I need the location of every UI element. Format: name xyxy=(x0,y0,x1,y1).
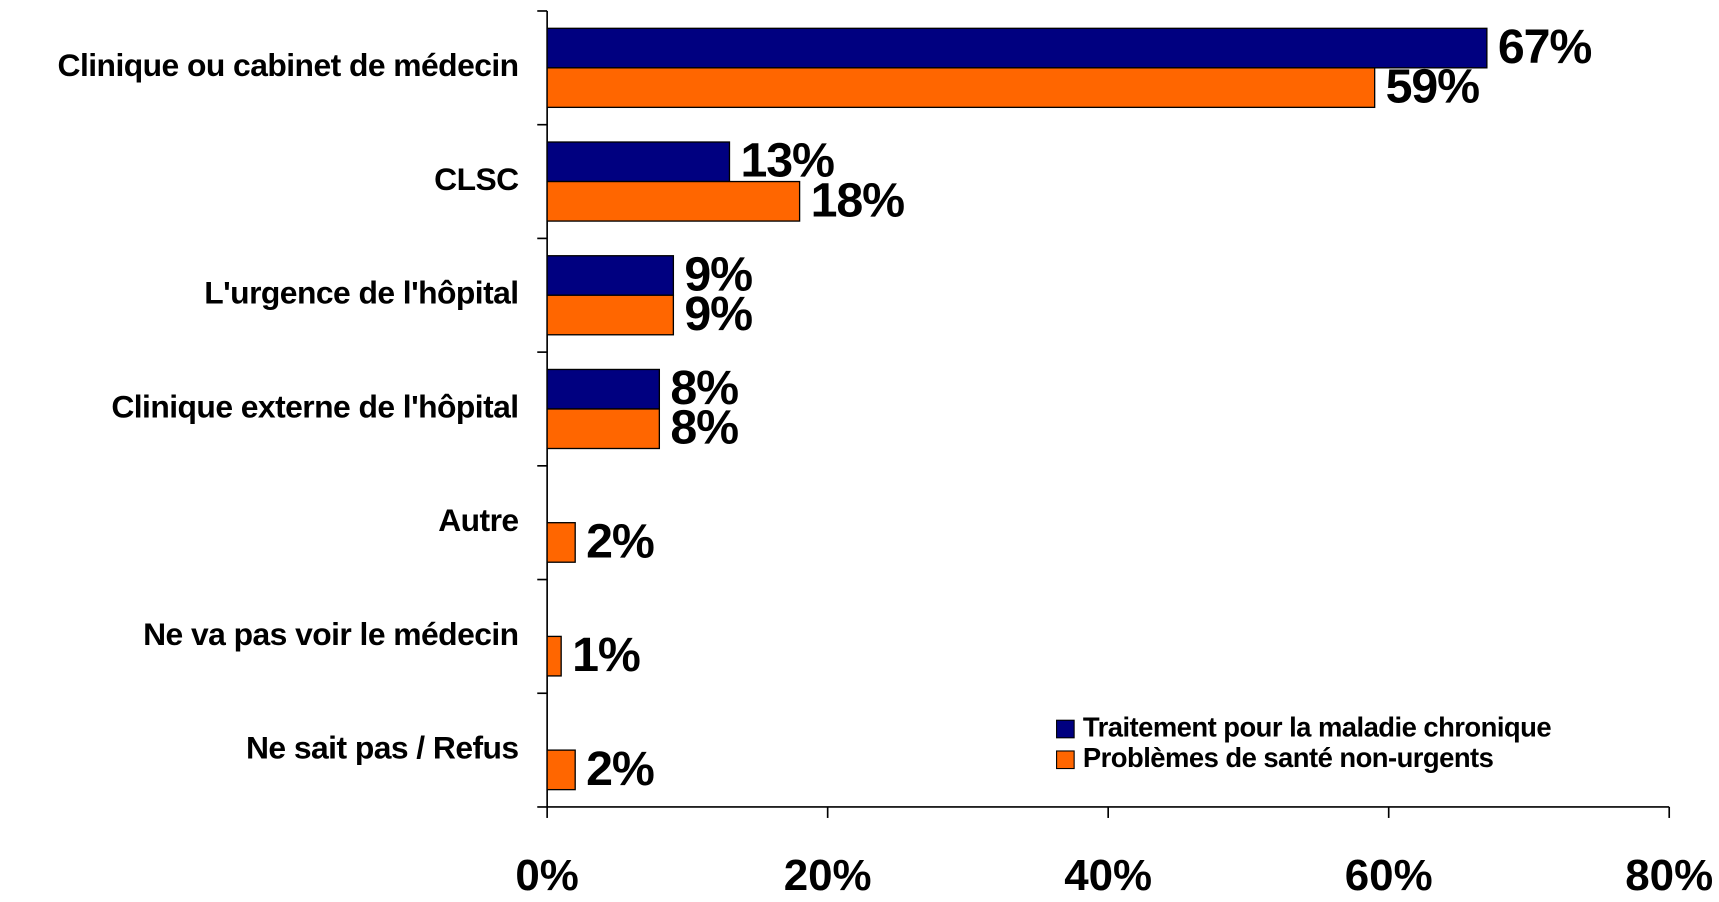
bar xyxy=(546,180,801,222)
value-label: 1% xyxy=(572,628,640,682)
value-label: 9% xyxy=(684,287,752,341)
legend-label: Problèmes de santé non-urgents xyxy=(1083,742,1494,773)
bar xyxy=(546,141,731,183)
bar xyxy=(546,27,1488,69)
x-tick-label: 20% xyxy=(784,851,872,897)
x-tick-label: 0% xyxy=(515,851,578,897)
legend-swatch xyxy=(1056,719,1075,739)
category-label: Clinique externe de l'hôpital xyxy=(111,388,518,424)
bar xyxy=(546,294,675,336)
bar xyxy=(546,368,661,410)
bar xyxy=(546,749,576,791)
value-label: 59% xyxy=(1386,60,1480,114)
value-label: 18% xyxy=(811,173,905,227)
bar xyxy=(546,635,562,677)
category-label: Ne sait pas / Refus xyxy=(246,730,519,766)
value-label: 8% xyxy=(670,401,738,455)
category-label: Autre xyxy=(438,502,518,538)
bar xyxy=(546,522,576,563)
value-label: 13% xyxy=(740,134,834,188)
category-label: L'urgence de l'hôpital xyxy=(204,275,518,311)
value-label: 2% xyxy=(586,514,654,568)
bar xyxy=(546,255,675,296)
value-label: 2% xyxy=(586,742,654,796)
value-label: 9% xyxy=(684,247,752,301)
bar xyxy=(546,408,661,450)
value-label: 8% xyxy=(670,361,738,415)
bar xyxy=(546,67,1376,109)
category-label: Clinique ou cabinet de médecin xyxy=(58,47,519,83)
legend-label: Traitement pour la maladie chronique xyxy=(1083,711,1551,742)
x-tick-label: 40% xyxy=(1064,851,1152,897)
legend-swatch xyxy=(1056,750,1075,770)
value-label: 67% xyxy=(1498,20,1592,74)
x-tick-label: 60% xyxy=(1345,851,1433,897)
x-tick-label: 80% xyxy=(1625,851,1713,897)
category-label: Ne va pas voir le médecin xyxy=(143,616,518,652)
category-label: CLSC xyxy=(434,161,519,197)
